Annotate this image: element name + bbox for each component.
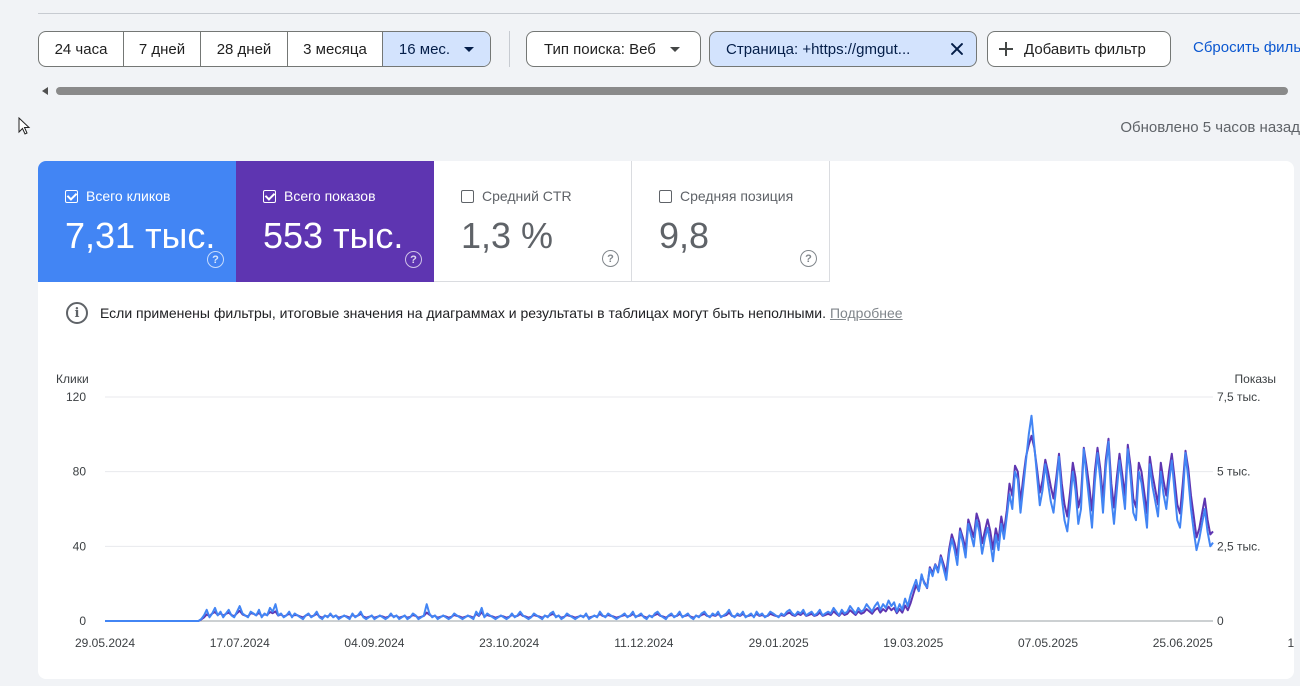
notice-text: Если применены фильтры, итоговые значени… [100, 305, 826, 321]
metric-impressions-header: Всего показов [263, 188, 376, 204]
help-icon[interactable]: ? [602, 250, 619, 267]
checkbox-icon[interactable] [659, 189, 672, 203]
metric-ctr-label: Средний CTR [482, 188, 572, 204]
range-16m-label: 16 мес. [398, 40, 451, 58]
y-left-tick-label: 120 [66, 390, 86, 404]
filter-notice: i Если применены фильтры, итоговые значе… [66, 302, 903, 324]
top-divider [38, 13, 1300, 14]
range-3m[interactable]: 3 месяца [288, 32, 383, 66]
y-left-axis-label: Клики [56, 372, 89, 386]
metric-impressions-label: Всего показов [284, 188, 376, 204]
metric-ctr-header: Средний CTR [461, 188, 572, 204]
learn-more-link[interactable]: Подробнее [829, 305, 903, 321]
add-filter-button[interactable]: Добавить фильтр [987, 31, 1171, 67]
x-tick-label: 17.07.2024 [210, 636, 270, 650]
y-left-tick-label: 40 [73, 539, 87, 553]
x-tick-label: 29.05.2024 [75, 636, 135, 650]
x-tick-label: 25.06.2025 [1153, 636, 1213, 650]
chevron-down-icon [464, 46, 475, 52]
checkbox-icon[interactable] [461, 189, 474, 203]
metric-clicks[interactable]: Всего кликов 7,31 тыс. ? [38, 161, 236, 282]
metric-clicks-label: Всего кликов [86, 188, 171, 204]
y-left-tick-label: 0 [79, 614, 86, 628]
updated-status: Обновлено 5 часов назад [1120, 119, 1300, 136]
x-tick-label: 29.01.2025 [749, 636, 809, 650]
performance-card: Всего кликов 7,31 тыс. ? Всего показов 5… [38, 161, 1294, 679]
chevron-down-icon [669, 46, 680, 52]
series-line-clicks [105, 414, 1214, 622]
y-right-tick-label: 7,5 тыс. [1217, 390, 1260, 404]
metric-ctr[interactable]: Средний CTR 1,3 % ? [434, 161, 632, 282]
scrollbar-thumb[interactable] [56, 87, 1288, 95]
x-tick-label: 13.08.2025 [1287, 636, 1294, 650]
mouse-pointer-icon [18, 117, 31, 135]
help-icon[interactable]: ? [800, 250, 817, 267]
search-type-label: Тип поиска: Веб [544, 40, 656, 58]
plus-icon [999, 42, 1013, 56]
performance-chart: 0 0 40 2,5 тыс. 80 5 тыс. 120 7,5 тыс. Клики Пока… [56, 372, 1294, 650]
metric-clicks-value: 7,31 тыс. [65, 215, 216, 256]
range-24h[interactable]: 24 часа [39, 32, 124, 66]
add-filter-label: Добавить фильтр [1024, 40, 1146, 58]
metric-position-header: Средняя позиция [659, 188, 793, 204]
x-tick-label: 19.03.2025 [883, 636, 943, 650]
series-line-impressions [105, 434, 1214, 622]
reset-filters-link[interactable]: Сбросить фильтры [1193, 39, 1300, 56]
metric-position[interactable]: Средняя позиция 9,8 ? [632, 161, 830, 282]
metric-position-label: Средняя позиция [680, 188, 794, 204]
range-28d[interactable]: 28 дней [201, 32, 288, 66]
x-tick-label: 07.05.2025 [1018, 636, 1078, 650]
help-icon[interactable]: ? [405, 251, 422, 268]
filter-divider [509, 31, 510, 67]
range-16m[interactable]: 16 мес. [383, 32, 490, 66]
x-tick-label: 04.09.2024 [344, 636, 404, 650]
checkbox-icon[interactable] [65, 189, 78, 203]
page-filter-label: Страница: +https://gmgut... [726, 40, 911, 58]
range-7d[interactable]: 7 дней [124, 32, 201, 66]
info-icon: i [66, 302, 88, 324]
date-range-selector: 24 часа 7 дней 28 дней 3 месяца 16 мес. [38, 31, 491, 67]
metric-ctr-value: 1,3 % [461, 215, 554, 256]
page-filter-chip[interactable]: Страница: +https://gmgut... [709, 31, 977, 67]
checkbox-icon[interactable] [263, 189, 276, 203]
y-right-tick-label: 5 тыс. [1217, 465, 1250, 479]
horizontal-scrollbar[interactable] [38, 84, 1300, 98]
y-left-tick-label: 80 [73, 465, 87, 479]
y-right-tick-label: 0 [1217, 614, 1224, 628]
x-tick-label: 23.10.2024 [479, 636, 539, 650]
close-icon[interactable] [950, 42, 964, 56]
scroll-left-icon[interactable] [42, 87, 48, 95]
metric-position-value: 9,8 [659, 215, 710, 256]
help-icon[interactable]: ? [207, 251, 224, 268]
search-type-filter[interactable]: Тип поиска: Веб [526, 31, 701, 67]
metric-impressions-value: 553 тыс. [263, 215, 404, 256]
x-tick-label: 11.12.2024 [614, 636, 673, 650]
y-right-axis-label: Показы [1235, 372, 1276, 386]
metric-impressions[interactable]: Всего показов 553 тыс. ? [236, 161, 434, 282]
metric-clicks-header: Всего кликов [65, 188, 170, 204]
y-right-tick-label: 2,5 тыс. [1217, 539, 1260, 553]
